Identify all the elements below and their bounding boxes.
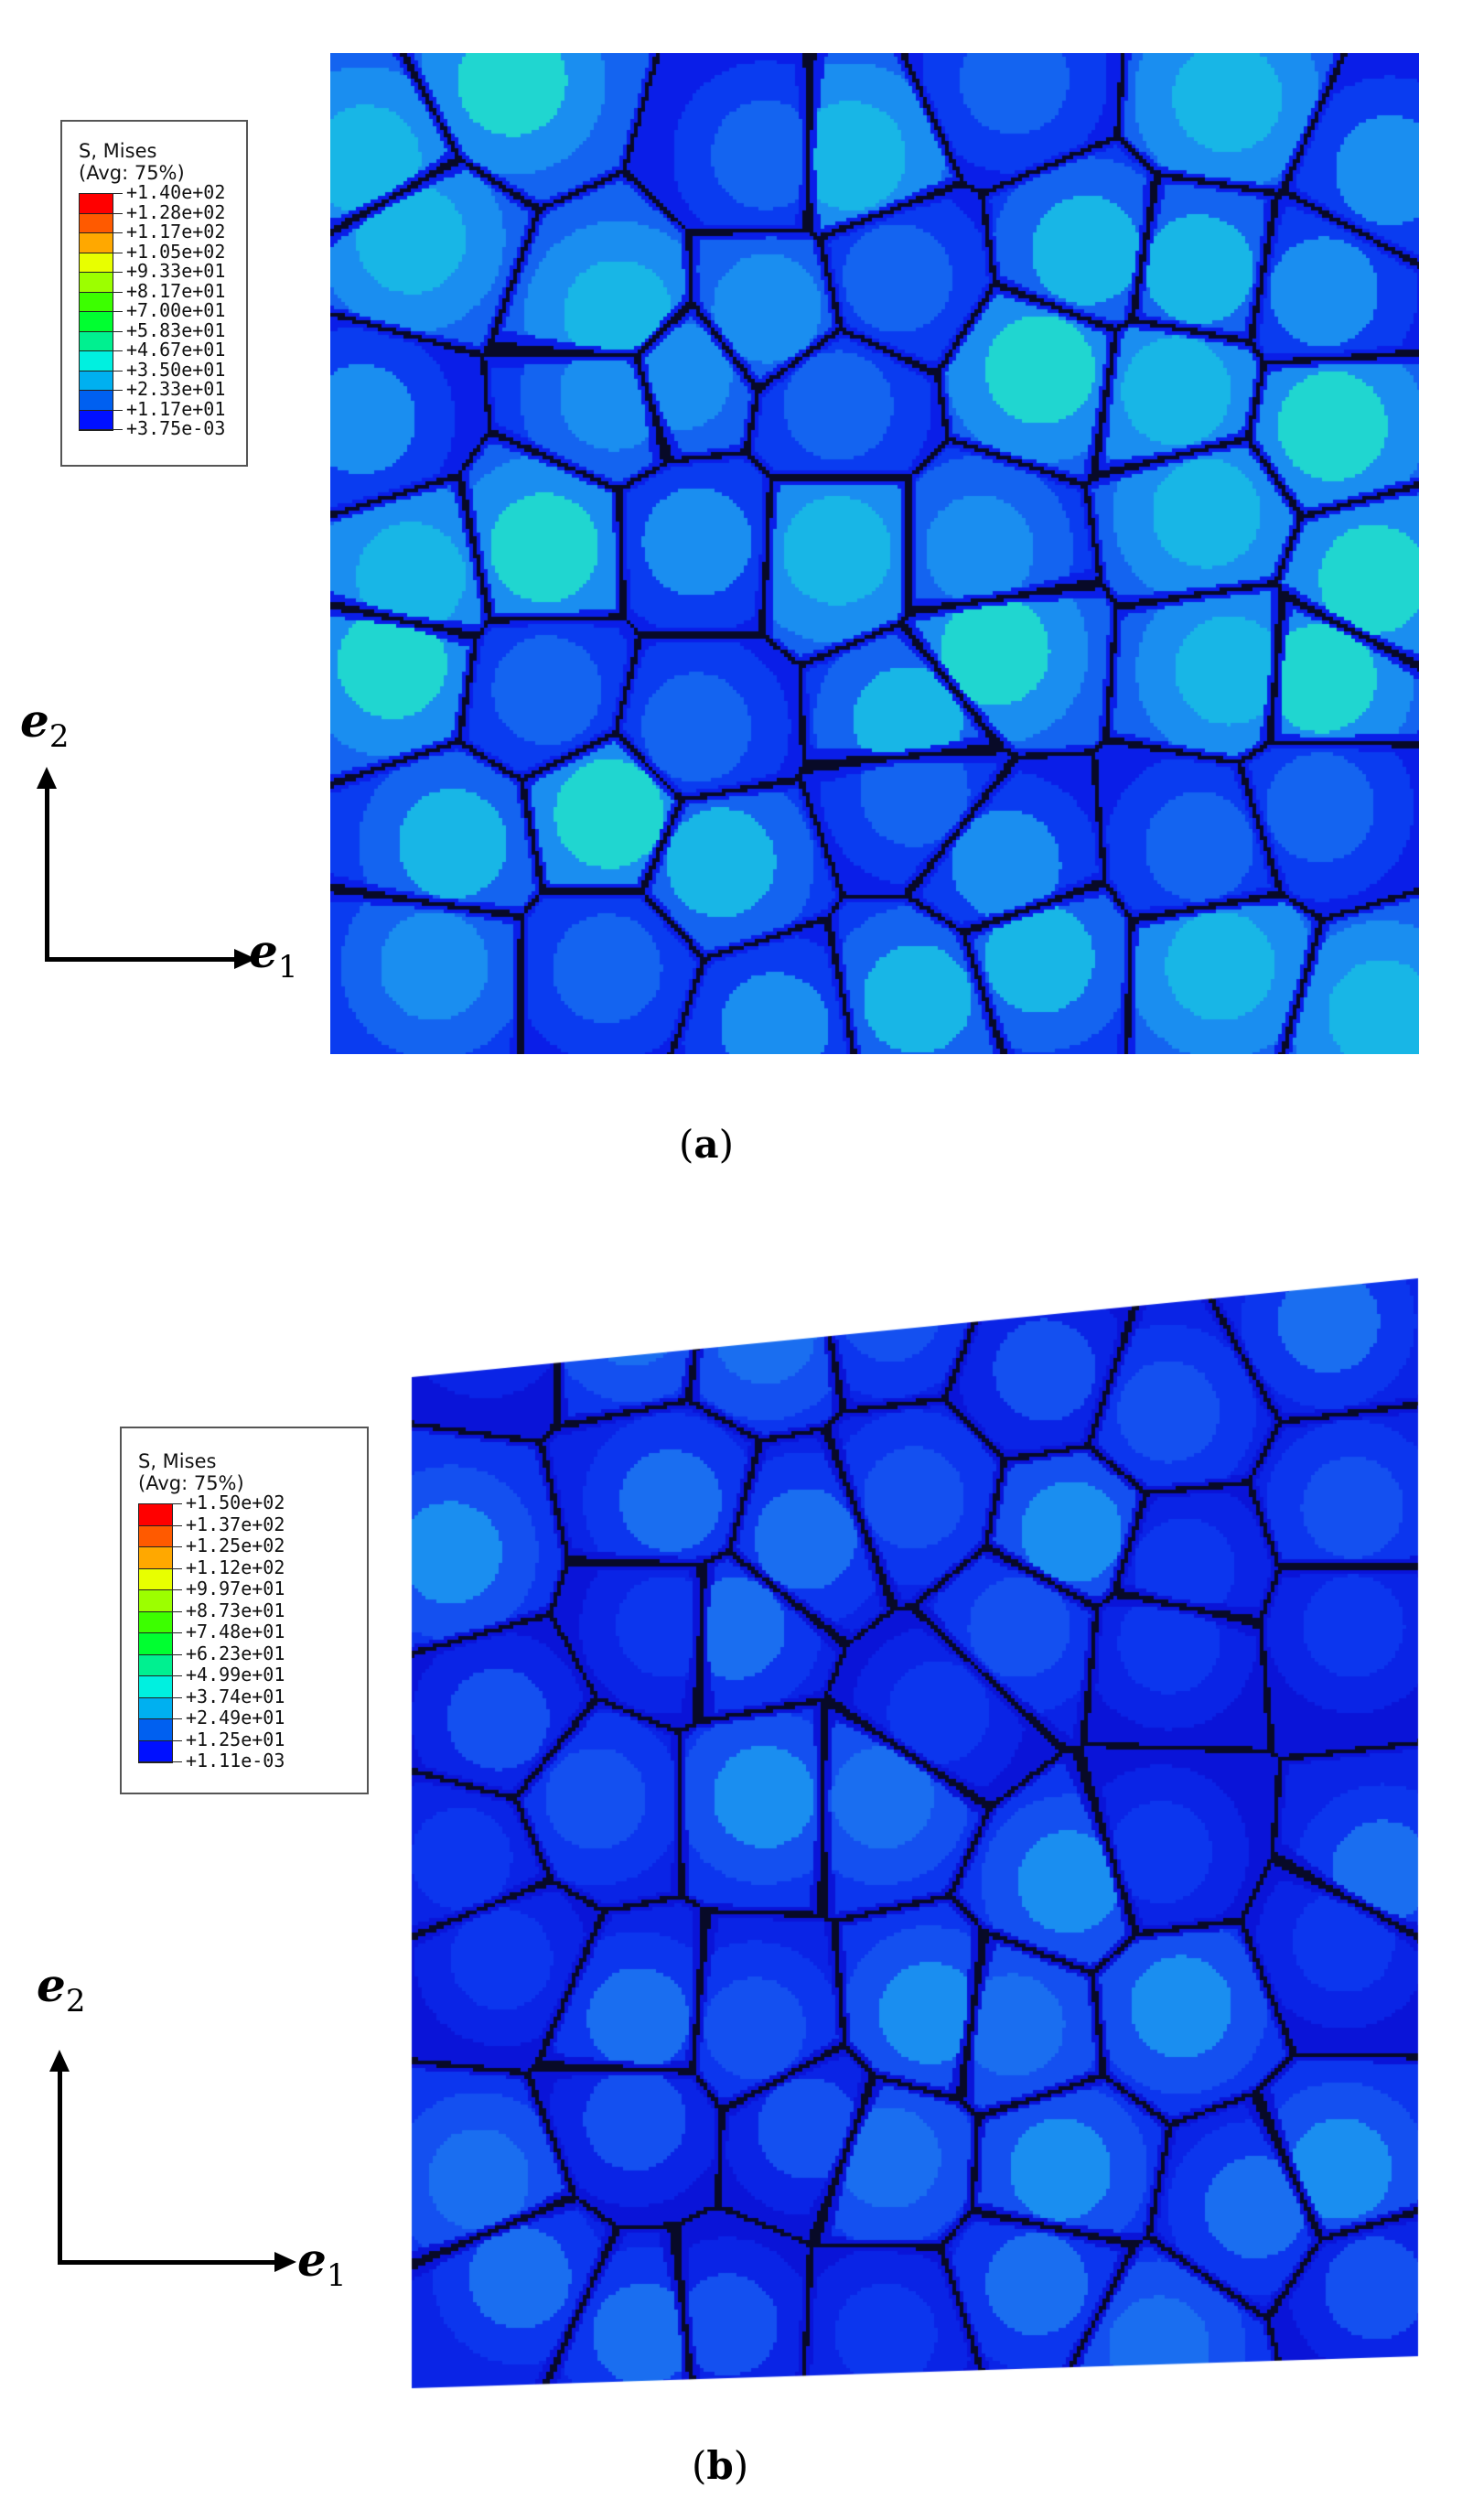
legend-value: +8.17e+01 <box>112 281 225 302</box>
legend-value: +9.97e+01 <box>171 1578 285 1600</box>
arrow-right-icon <box>274 2252 296 2272</box>
colorbar-swatch <box>80 273 113 293</box>
colorbar-swatch <box>139 1676 172 1698</box>
legend-value: +6.23e+01 <box>171 1642 285 1665</box>
e2-axis-line <box>45 787 49 961</box>
legend-value: +1.25e+02 <box>171 1535 285 1557</box>
colorbar-swatch <box>80 331 113 351</box>
legend-value: +1.17e+02 <box>112 222 225 242</box>
colorbar-swatch <box>139 1719 172 1741</box>
legend-value: +1.37e+02 <box>171 1513 285 1536</box>
legend-value: +1.11e-03 <box>171 1750 285 1772</box>
legend-value: +2.49e+01 <box>171 1707 285 1729</box>
colorbar-swatch <box>139 1547 172 1569</box>
colorbar-swatch <box>139 1568 172 1590</box>
colorbar-swatch <box>80 410 113 430</box>
colorbar-swatch <box>80 253 113 273</box>
arrow-up-icon <box>49 2050 70 2072</box>
legend-value: +1.05e+02 <box>112 242 225 263</box>
e1-axis-line <box>45 957 237 962</box>
caption-b: (b) <box>692 2443 749 2488</box>
colorbar-swatch <box>139 1654 172 1676</box>
arrow-right-icon <box>234 949 256 969</box>
e1-axis-line <box>58 2260 277 2265</box>
legend-value: +7.48e+01 <box>171 1621 285 1643</box>
legend-title: S, Mises <box>138 1450 217 1472</box>
colorbar-swatch <box>139 1633 172 1655</box>
legend-a: S, Mises (Avg: 75%) +1.40e+02 +1.28e+02 +1… <box>60 120 248 467</box>
legend-subtitle: (Avg: 75%) <box>138 1472 244 1494</box>
e2-axis-line <box>58 2070 62 2264</box>
legend-value: +2.33e+01 <box>112 380 225 400</box>
legend-title: S, Mises <box>79 140 157 162</box>
colorbar-swatch <box>139 1590 172 1612</box>
caption-a: (a) <box>679 1122 734 1167</box>
legend-value: +3.50e+01 <box>112 360 225 381</box>
legend-value: +1.40e+02 <box>112 183 225 203</box>
colorbar-swatch <box>80 213 113 233</box>
legend-value: +4.67e+01 <box>112 340 225 361</box>
legend-value: +1.28e+02 <box>112 202 225 223</box>
colorbar-swatch <box>80 391 113 411</box>
stress-contour-plot-b <box>407 1274 1423 2395</box>
colorbar-swatch <box>139 1740 172 1762</box>
colorbar-swatch <box>80 371 113 391</box>
colorbar-swatch <box>80 351 113 372</box>
e2-label: e2 <box>20 694 70 755</box>
legend-value: +1.50e+02 <box>171 1492 285 1514</box>
legend-value: +3.74e+01 <box>171 1685 285 1708</box>
e2-label: e2 <box>37 1958 86 2019</box>
colorbar <box>79 193 113 431</box>
colorbar-swatch <box>139 1697 172 1719</box>
colorbar-swatch <box>139 1504 172 1526</box>
legend-value: +9.33e+01 <box>112 262 225 282</box>
legend-value: +5.83e+01 <box>112 320 225 341</box>
legend-value: +1.25e+01 <box>171 1728 285 1751</box>
legend-value: +3.75e-03 <box>112 419 225 439</box>
e1-label: e1 <box>249 924 298 985</box>
colorbar-swatch <box>139 1611 172 1633</box>
legend-value: +1.12e+02 <box>171 1556 285 1579</box>
colorbar-swatch <box>139 1525 172 1547</box>
legend-value: +8.73e+01 <box>171 1599 285 1622</box>
legend-value: +1.17e+01 <box>112 399 225 420</box>
colorbar-swatch <box>80 292 113 312</box>
legend-subtitle: (Avg: 75%) <box>79 162 185 184</box>
legend-b: S, Mises (Avg: 75%) +1.50e+02 +1.37e+02 +1… <box>120 1427 369 1794</box>
colorbar-swatch <box>80 312 113 332</box>
e1-label: e1 <box>297 2233 347 2294</box>
arrow-up-icon <box>37 767 57 789</box>
colorbar <box>138 1503 173 1763</box>
legend-value: +4.99e+01 <box>171 1664 285 1686</box>
legend-value: +7.00e+01 <box>112 301 225 321</box>
stress-contour-plot-a <box>330 53 1419 1054</box>
colorbar-swatch <box>80 233 113 253</box>
colorbar-swatch <box>80 194 113 214</box>
